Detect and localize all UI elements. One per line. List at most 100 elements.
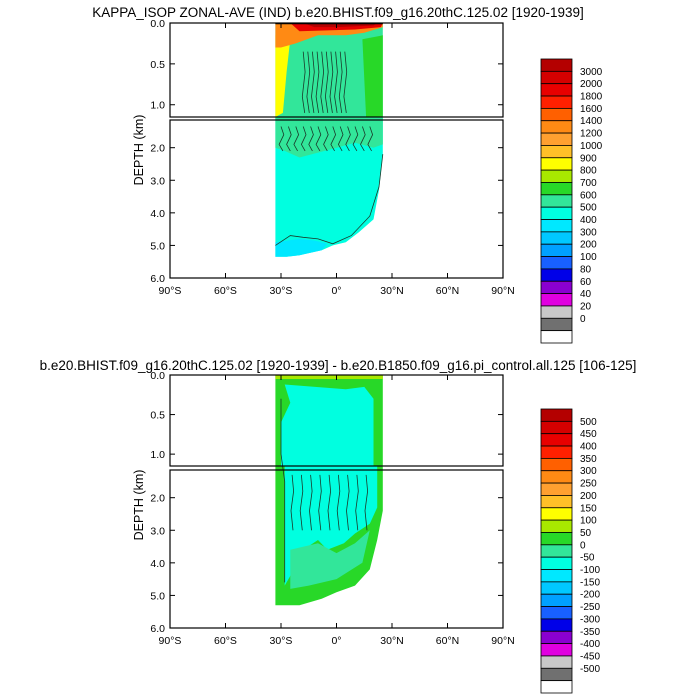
colorbar-label: 100	[580, 252, 597, 263]
colorbar-label: 20	[580, 301, 592, 312]
x-tick-label: 30°N	[380, 285, 403, 297]
panel-2-title: b.e20.BHIST.f09_g16.20thC.125.02 [1920-1…	[40, 358, 637, 373]
colorbar-swatch	[540, 330, 573, 344]
colorbar-label: -150	[580, 577, 600, 588]
colorbar-label: 900	[580, 153, 597, 164]
field-region-upper-neg	[281, 384, 374, 466]
y-tick-label: 0.0	[150, 370, 165, 382]
colorbar-label: -300	[580, 614, 600, 625]
contour-line	[329, 51, 334, 113]
colorbar-swatch	[540, 219, 573, 233]
colorbar-label: 0	[580, 314, 586, 325]
colorbar-label: 1400	[580, 116, 603, 127]
colorbar-swatch	[540, 630, 573, 645]
contour-line	[343, 51, 348, 113]
x-tick-label: 90°S	[159, 635, 182, 647]
colorbar-label: 700	[580, 178, 597, 189]
contour-line	[345, 126, 351, 152]
colorbar-label: 60	[580, 277, 592, 288]
contour-line	[318, 474, 322, 531]
colorbar-label: 200	[580, 240, 597, 251]
y-tick-label: 0.5	[150, 59, 165, 71]
contour-line	[299, 474, 304, 531]
panel-2-axes: 90°S 60°S 30°S 0° 30°N 60°N 90°N 0.0 0.5 1.0 2.0 3.…	[150, 370, 514, 647]
contour-line	[320, 51, 325, 113]
colorbar-swatch	[540, 569, 573, 583]
colorbar-swatch	[540, 655, 573, 669]
colorbar-swatch	[540, 507, 573, 521]
colorbar-label: 400	[580, 215, 597, 226]
colorbar-swatch	[540, 317, 573, 332]
colorbar-label: 100	[580, 516, 597, 527]
x-tick-label: 30°N	[380, 635, 403, 647]
x-tick-label: 60°N	[436, 285, 459, 297]
colorbar-swatch	[540, 70, 573, 85]
x-tick-label: 60°N	[436, 635, 459, 647]
x-tick-label: 0°	[331, 635, 341, 647]
field-region-east-flank	[362, 35, 383, 117]
colorbar-swatch	[540, 206, 573, 220]
contour-line	[290, 474, 295, 531]
colorbar-swatch	[540, 243, 573, 257]
y-tick-label: 0.5	[150, 410, 165, 422]
contour-line	[300, 126, 307, 152]
colorbar-swatch	[540, 256, 573, 270]
contour-line	[337, 126, 344, 152]
contour-line	[352, 126, 359, 152]
colorbar-swatch	[540, 532, 573, 546]
colorbar-swatch	[540, 519, 573, 533]
contour-line	[346, 474, 350, 531]
colorbar-swatch	[540, 544, 573, 558]
colorbar-swatch	[540, 120, 573, 134]
colorbar-label: -350	[580, 627, 600, 638]
colorbar-swatch	[540, 593, 573, 607]
field-region-400-500	[275, 238, 328, 257]
x-tick-label: 30°S	[270, 285, 293, 297]
colorbar-swatch	[540, 667, 573, 682]
panel-2-ylabel: DEPTH (km)	[132, 470, 146, 541]
colorbar-swatch	[540, 157, 573, 171]
field-region-upper-600-700	[275, 23, 383, 117]
colorbar-label: 1800	[580, 92, 603, 103]
colorbar-swatch	[540, 643, 573, 657]
colorbar-label: 3000	[580, 67, 603, 78]
contour-line	[323, 126, 329, 152]
colorbar-swatch	[540, 680, 573, 694]
colorbar-label: 350	[580, 454, 597, 465]
y-tick-label: 5.0	[150, 240, 165, 252]
y-tick-label: 2.0	[150, 493, 165, 505]
colorbar-swatch	[540, 145, 573, 159]
colorbar-label: 1000	[580, 141, 603, 152]
colorbar-label: 400	[580, 442, 597, 453]
colorbar-swatch	[540, 420, 573, 435]
contour-line	[355, 474, 359, 531]
contour-line	[360, 126, 366, 152]
panel-1: KAPPA_ISOP ZONAL-AVE (IND) b.e20.BHIST.f…	[92, 5, 603, 344]
colorbar-label: -450	[580, 651, 600, 662]
panel-2-field	[275, 375, 383, 606]
colorbar-label: -50	[580, 553, 595, 564]
colorbar-swatch	[540, 83, 573, 97]
colorbar-label: 600	[580, 190, 597, 201]
x-tick-label: 0°	[331, 285, 341, 297]
contour-line	[311, 51, 315, 113]
colorbar-label: -200	[580, 590, 600, 601]
panel-2-colorbar: 500450400350300250200150100500-50-100-15…	[540, 408, 600, 694]
colorbar-label: 200	[580, 491, 597, 502]
panel-1-axes: 90°S 60°S 30°S 0° 30°N 60°N 90°N 0.0 0.5 1.0 2.0 3.…	[150, 18, 514, 297]
contour-line	[315, 51, 320, 113]
contour-line	[367, 126, 374, 152]
colorbar-label: 250	[580, 479, 597, 490]
colorbar-swatch	[540, 470, 573, 484]
colorbar-label: 500	[580, 417, 597, 428]
colorbar-label: 300	[580, 227, 597, 238]
y-tick-label: 5.0	[150, 590, 165, 602]
colorbar-swatch	[540, 182, 573, 196]
colorbar-label: 0	[580, 540, 586, 551]
colorbar-label: 300	[580, 466, 597, 477]
colorbar-swatch	[540, 194, 573, 208]
x-tick-label: 90°N	[491, 285, 514, 297]
contour-line	[278, 126, 285, 152]
y-tick-label: 3.0	[150, 525, 165, 537]
